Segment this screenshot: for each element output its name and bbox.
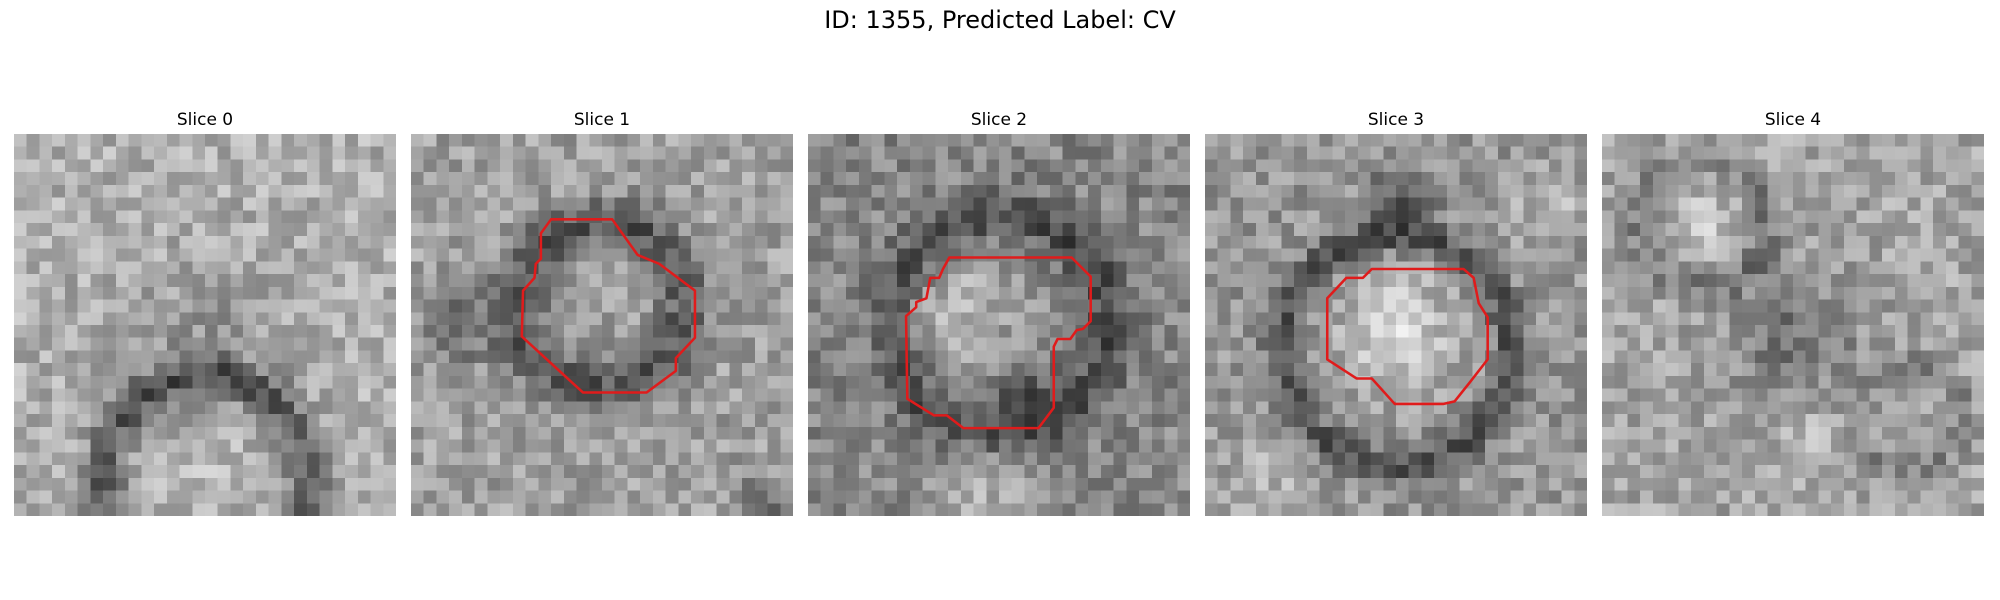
figure-title: ID: 1355, Predicted Label: CV: [824, 6, 1176, 34]
segmentation-contour: [520, 218, 697, 394]
slice-title-2: Slice 2: [970, 110, 1028, 130]
slice-pixels-4: [1602, 134, 1984, 516]
slice-title-4: Slice 4: [1764, 110, 1822, 130]
slice-title-1: Slice 1: [573, 110, 631, 130]
slice-image-1: [411, 134, 793, 516]
slice-pixels-2: [808, 134, 1190, 516]
slice-image-4: [1602, 134, 1984, 516]
segmentation-contour: [904, 256, 1092, 430]
slice-pixels-1: [411, 134, 793, 516]
slice-title-3: Slice 3: [1367, 110, 1425, 130]
slice-pixels-3: [1205, 134, 1587, 516]
slice-panel-1: Slice 1: [411, 108, 793, 516]
slice-image-0: [14, 134, 396, 516]
slice-pixels-0: [14, 134, 396, 516]
segmentation-contour: [1325, 267, 1489, 406]
slice-title-0: Slice 0: [176, 110, 234, 130]
slice-panel-3: Slice 3: [1205, 108, 1587, 516]
slice-panel-4: Slice 4: [1602, 108, 1984, 516]
slice-panel-0: Slice 0: [14, 108, 396, 516]
slice-panel-2: Slice 2: [808, 108, 1190, 516]
slice-image-3: [1205, 134, 1587, 516]
slice-image-2: [808, 134, 1190, 516]
